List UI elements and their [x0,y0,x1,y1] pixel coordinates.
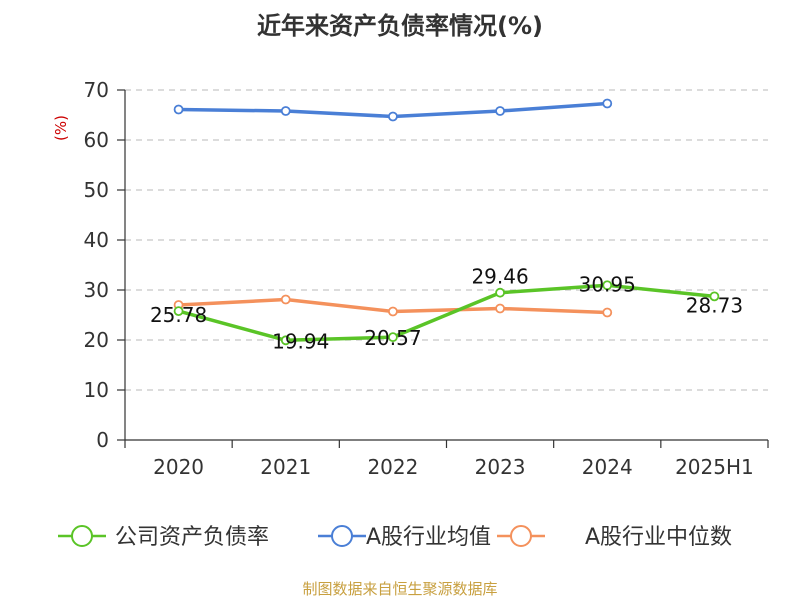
x-tick-label: 2023 [475,455,526,479]
legend-swatch-marker [71,525,93,547]
data-point [388,306,398,317]
series-layer [173,98,720,346]
y-tick-label: 70 [84,78,109,102]
legend-item: 公司资产负债率 [58,525,269,550]
data-point [388,332,398,343]
y-tick-label: 60 [84,128,109,152]
data-point [602,98,613,109]
data-labels: 25.78 19.94 20.57 29.46 30.95 28.73 [150,265,743,354]
legend-item: A股行业均值 [318,525,491,550]
x-tick-label: 2022 [367,455,418,479]
x-tick-label: 2021 [260,455,311,479]
data-point [280,335,291,346]
data-point [602,307,613,318]
data-label: 19.94 [272,329,329,353]
data-point [173,306,184,317]
data-label: 20.57 [364,326,421,350]
y-axis-label: (%) [52,115,70,141]
x-tick-label: 2020 [153,455,204,479]
legend-swatch-marker [510,525,532,547]
y-tick-label: 10 [84,378,109,402]
data-point [495,106,505,116]
chart-title: 近年来资产负债率情况(%) [257,12,543,40]
data-point [495,303,505,314]
data-label: 25.78 [150,303,207,327]
legend-label: A股行业中位数 [585,525,732,550]
data-point [602,280,613,291]
data-point [173,104,184,115]
legend-label: 公司资产负债率 [115,525,269,550]
y-tick-label: 30 [84,278,109,302]
data-point [280,294,291,305]
legend: 公司资产负债率 A股行业均值 A股行业中位数 [58,525,732,550]
data-point [280,106,291,116]
x-tick-label: 2024 [582,455,633,479]
series-line [176,283,717,343]
data-point [388,111,398,122]
x-tick-label: 2025H1 [675,455,754,479]
source-note: 制图数据来自恒生聚源数据库 [302,580,497,598]
grid [125,89,768,391]
legend-label: A股行业均值 [366,525,491,550]
legend-swatch-marker [331,525,353,547]
data-label: 28.73 [686,293,743,317]
legend-item: A股行业中位数 [497,525,732,550]
data-label: 30.95 [579,272,636,296]
data-label: 29.46 [471,265,528,289]
y-tick-label: 20 [84,328,109,352]
y-tick-label: 40 [84,228,109,252]
data-point [495,287,505,298]
axes: 0 10 20 30 40 50 60 70 2020 2021 2022 2023 2024 2025H… [84,78,769,479]
y-tick-label: 50 [84,178,109,202]
y-tick-label: 0 [96,428,109,452]
data-point [709,291,720,302]
